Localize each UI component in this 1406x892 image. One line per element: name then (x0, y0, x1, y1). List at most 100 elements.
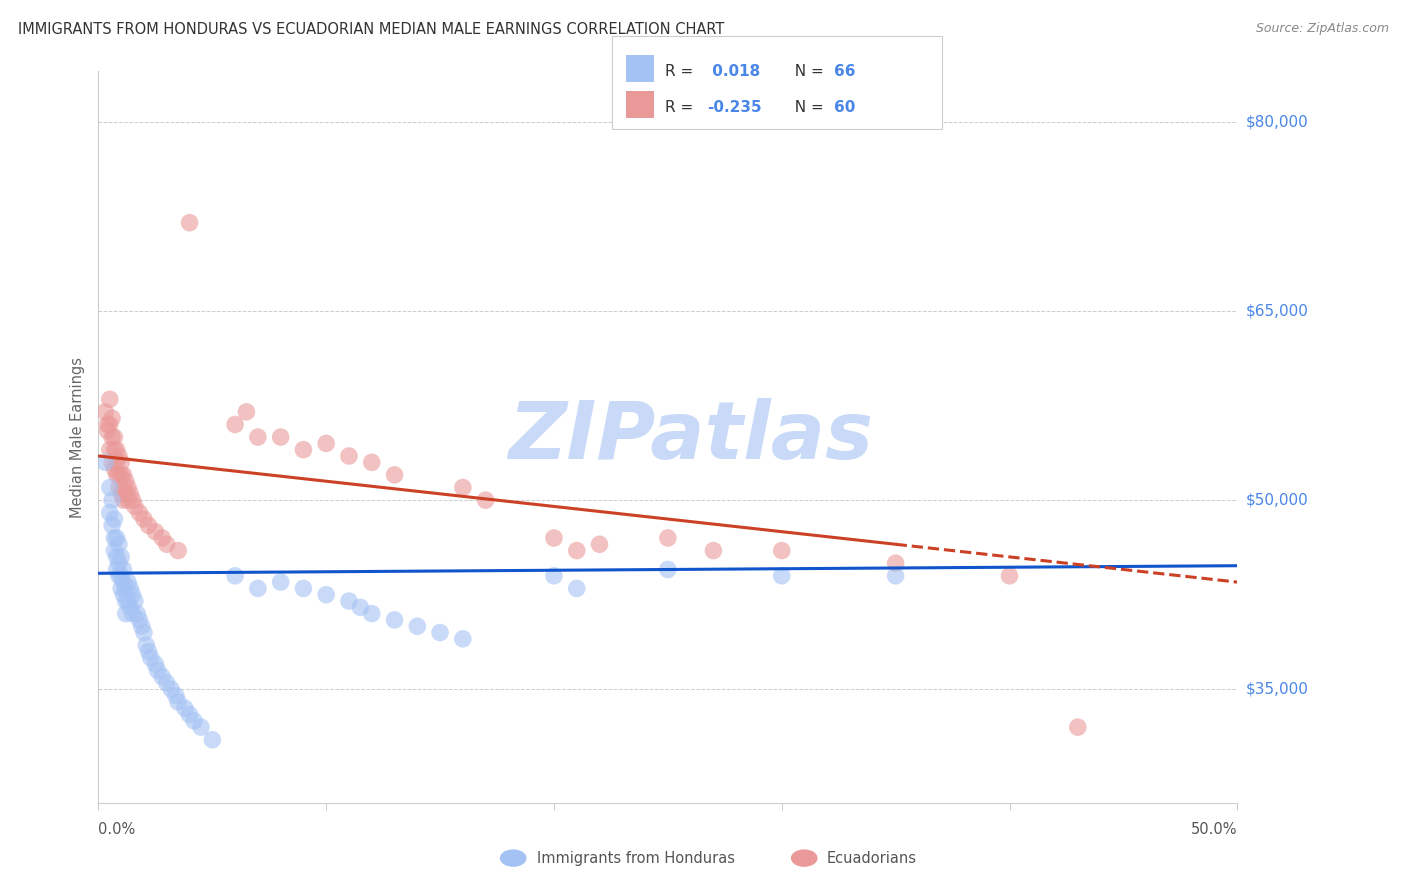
Text: $50,000: $50,000 (1246, 492, 1309, 508)
Point (105, 562, 128, 576)
Point (235, 405, 257, 419)
Point (657, 531, 679, 545)
Text: $65,000: $65,000 (1246, 303, 1309, 318)
Point (167, 695, 190, 709)
Point (270, 575, 292, 590)
Point (117, 575, 139, 590)
Point (138, 644, 160, 658)
Point (179, 216, 201, 230)
Point (110, 569, 132, 583)
Point (190, 720, 212, 734)
Point (135, 638, 157, 652)
Point (96, 417, 118, 432)
Point (451, 632, 474, 646)
Point (110, 455, 132, 469)
Point (474, 493, 496, 508)
Text: R =: R = (665, 64, 699, 78)
Point (770, 543, 793, 558)
Point (105, 455, 128, 469)
Point (384, 467, 406, 482)
Point (105, 467, 128, 482)
Text: $80,000: $80,000 (1246, 114, 1309, 129)
Point (112, 493, 135, 508)
Point (114, 487, 136, 501)
Point (110, 549, 132, 564)
Point (156, 676, 179, 690)
Point (94, 455, 117, 469)
Point (121, 588, 143, 602)
Point (110, 582, 132, 596)
Point (201, 732, 224, 747)
Point (224, 569, 246, 583)
Point (292, 582, 315, 596)
Point (224, 417, 246, 432)
Point (543, 531, 565, 545)
Point (110, 467, 132, 482)
Point (124, 500, 146, 514)
Text: ZIPatlas: ZIPatlas (508, 398, 873, 476)
Point (108, 537, 131, 551)
Point (131, 619, 153, 633)
Text: 50.0%: 50.0% (1191, 822, 1237, 837)
Point (657, 562, 679, 576)
Text: 0.0%: 0.0% (98, 822, 135, 837)
Point (105, 442, 128, 457)
Point (103, 461, 125, 475)
Point (103, 543, 125, 558)
Point (120, 487, 142, 501)
Point (337, 449, 360, 463)
Point (183, 714, 205, 728)
Point (150, 670, 173, 684)
Point (406, 619, 429, 633)
Point (315, 436, 337, 450)
Point (105, 549, 128, 564)
Point (98, 506, 121, 520)
Point (384, 613, 406, 627)
Point (360, 455, 382, 469)
Point (101, 493, 124, 508)
Point (103, 531, 125, 545)
Text: Source: ZipAtlas.com: Source: ZipAtlas.com (1256, 22, 1389, 36)
Point (167, 543, 190, 558)
Text: -0.235: -0.235 (707, 100, 762, 114)
Point (588, 537, 610, 551)
Point (146, 664, 169, 678)
Point (114, 607, 136, 621)
Point (112, 562, 135, 576)
Text: 0.018: 0.018 (707, 64, 761, 78)
Point (127, 607, 149, 621)
Point (543, 569, 565, 583)
Y-axis label: Median Male Earnings: Median Male Earnings (70, 357, 86, 517)
Point (360, 607, 382, 621)
Text: 66: 66 (834, 64, 855, 78)
Point (998, 569, 1021, 583)
Point (139, 650, 162, 665)
Point (101, 430, 124, 444)
Point (884, 556, 907, 570)
Point (124, 594, 146, 608)
Text: Ecuadorians: Ecuadorians (827, 851, 917, 865)
Point (150, 531, 173, 545)
Point (114, 594, 136, 608)
Text: N =: N = (785, 64, 828, 78)
Point (112, 575, 135, 590)
Point (108, 481, 131, 495)
Point (101, 411, 124, 425)
Point (112, 467, 135, 482)
Point (156, 537, 179, 551)
Point (246, 430, 269, 444)
Point (103, 442, 125, 457)
Point (128, 506, 150, 520)
Point (105, 531, 128, 545)
Point (174, 701, 197, 715)
Text: R =: R = (665, 100, 699, 114)
Point (117, 493, 139, 508)
Point (770, 569, 793, 583)
Text: Immigrants from Honduras: Immigrants from Honduras (537, 851, 735, 865)
Point (179, 707, 201, 722)
Point (114, 582, 136, 596)
Point (132, 512, 155, 526)
Point (884, 569, 907, 583)
Point (120, 600, 142, 615)
Point (101, 518, 124, 533)
